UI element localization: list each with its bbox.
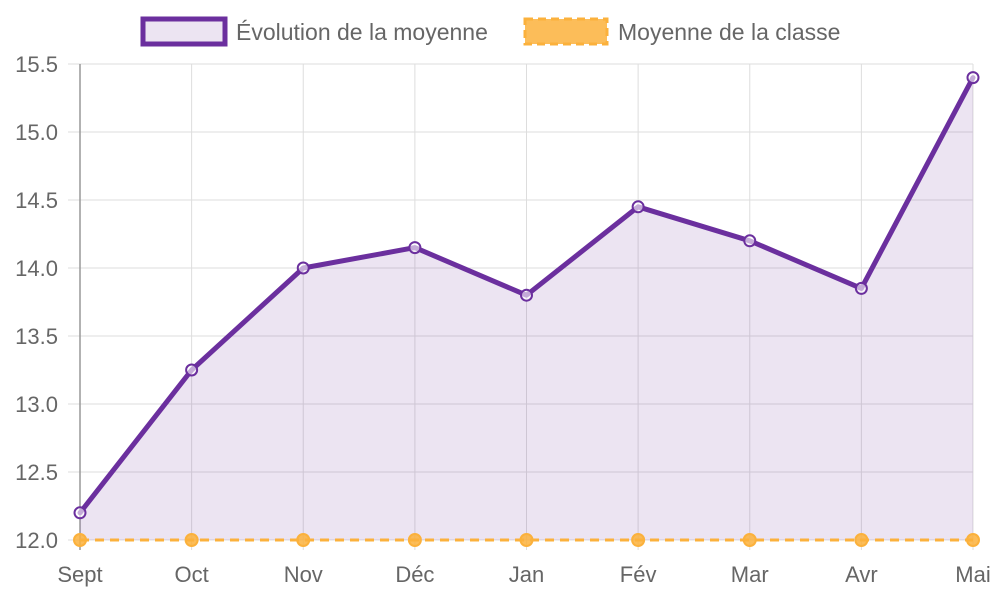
x-tick-label: Déc	[395, 562, 434, 587]
legend: Évolution de la moyenne Moyenne de la cl…	[140, 16, 840, 47]
series-evolution-area	[80, 77, 973, 540]
series-evolution-point	[296, 261, 310, 275]
axes: 12.0 12.5 13.0 13.5 14.0 14.5 15.0 15.5 Sept Oct N…	[15, 52, 991, 587]
y-tick-label: 12.0	[15, 528, 58, 553]
series-class-average-point	[519, 533, 534, 547]
grid	[68, 63, 974, 550]
y-tick-label: 12.5	[15, 460, 58, 485]
x-tick-label: Fév	[620, 562, 657, 587]
x-tick-label: Avr	[845, 562, 878, 587]
series-class-average-point	[854, 533, 869, 547]
x-tick-label: Mai	[955, 562, 990, 587]
series-class-average-point	[296, 533, 311, 547]
series-layer	[73, 71, 980, 547]
y-tick-label: 13.0	[15, 392, 58, 417]
y-tick-label: 14.0	[15, 256, 58, 281]
y-tick-label: 15.5	[15, 52, 58, 77]
series-evolution-point	[520, 288, 533, 302]
series-class-average-point	[631, 533, 646, 547]
x-tick-label: Mar	[731, 562, 769, 587]
x-tick-label: Sept	[57, 562, 102, 587]
series-evolution-point	[185, 363, 199, 377]
series-class-average-point	[73, 533, 87, 547]
legend-swatch-evolution[interactable]	[140, 16, 228, 47]
series-evolution-point	[854, 281, 868, 295]
series-class-average-point	[966, 533, 980, 547]
series-evolution-point	[631, 200, 645, 214]
series-class-average-point	[184, 533, 199, 547]
y-tick-label: 13.5	[15, 324, 58, 349]
legend-label-evolution[interactable]: Évolution de la moyenne	[236, 19, 488, 45]
series-evolution-point	[966, 71, 980, 85]
y-tick-label: 15.0	[15, 120, 58, 145]
series-evolution-point	[408, 241, 422, 255]
series-evolution-point	[73, 506, 87, 520]
legend-swatch-class-average[interactable]	[523, 17, 609, 46]
x-tick-label: Oct	[175, 562, 209, 587]
x-tick-label: Nov	[284, 562, 323, 587]
y-tick-label: 14.5	[15, 188, 58, 213]
legend-label-class-average[interactable]: Moyenne de la classe	[618, 19, 840, 45]
series-class-average-point	[407, 533, 422, 547]
x-tick-label: Jan	[509, 562, 544, 587]
series-evolution-point	[743, 234, 757, 248]
series-class-average-point	[742, 533, 757, 547]
